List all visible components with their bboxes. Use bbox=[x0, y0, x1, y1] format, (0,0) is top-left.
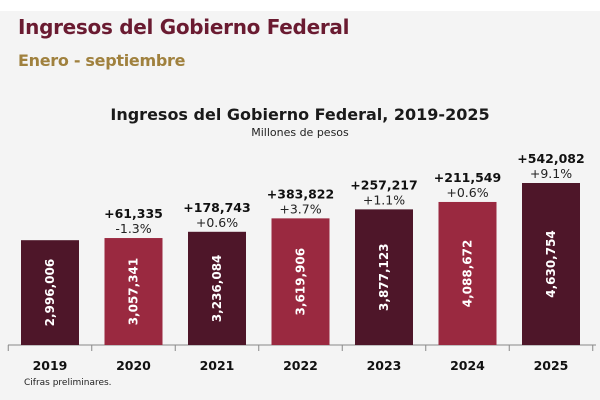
chart-subtitle: Millones de pesos bbox=[251, 126, 349, 139]
bar-2024 bbox=[438, 201, 497, 345]
year-label: 2024 bbox=[450, 358, 485, 373]
year-label: 2022 bbox=[283, 358, 318, 373]
change-label: +178,743 bbox=[183, 200, 250, 215]
change-label: +257,217 bbox=[350, 177, 417, 192]
footnote: Cifras preliminares. bbox=[24, 378, 112, 388]
bar-2023 bbox=[355, 209, 413, 345]
pct-label: -1.3% bbox=[115, 221, 151, 236]
bar-2021 bbox=[188, 231, 246, 345]
year-label: 2025 bbox=[534, 358, 569, 373]
change-label: +383,822 bbox=[267, 186, 334, 201]
pct-label: +1.1% bbox=[363, 192, 405, 207]
year-label: 2021 bbox=[200, 358, 235, 373]
value-label: 3,877,123 bbox=[377, 243, 391, 311]
value-label: 2,996,006 bbox=[43, 259, 57, 327]
change-label: +542,082 bbox=[517, 151, 584, 166]
year-label: 2020 bbox=[116, 358, 151, 373]
pct-label: +0.6% bbox=[446, 185, 488, 200]
change-label: +211,549 bbox=[434, 170, 501, 185]
value-label: 4,630,754 bbox=[544, 230, 558, 298]
bar-2022 bbox=[271, 218, 330, 345]
pct-label: +9.1% bbox=[530, 166, 572, 181]
chart-title: Ingresos del Gobierno Federal, 2019-2025 bbox=[110, 105, 489, 124]
pct-label: +0.6% bbox=[196, 215, 238, 230]
bar-2025 bbox=[522, 183, 580, 345]
year-label: 2019 bbox=[33, 358, 68, 373]
bar-2019 bbox=[21, 240, 79, 345]
page-subtitle: Enero - septiembre bbox=[18, 51, 186, 70]
change-label: +61,335 bbox=[104, 206, 163, 221]
bar-2020 bbox=[104, 238, 163, 345]
value-label: 3,236,084 bbox=[210, 255, 224, 323]
value-label: 3,619,906 bbox=[294, 248, 308, 316]
value-label: 4,088,672 bbox=[461, 240, 475, 308]
page-title: Ingresos del Gobierno Federal bbox=[18, 15, 350, 39]
pct-label: +3.7% bbox=[279, 201, 321, 216]
value-label: 3,057,341 bbox=[127, 258, 141, 326]
year-label: 2023 bbox=[367, 358, 402, 373]
